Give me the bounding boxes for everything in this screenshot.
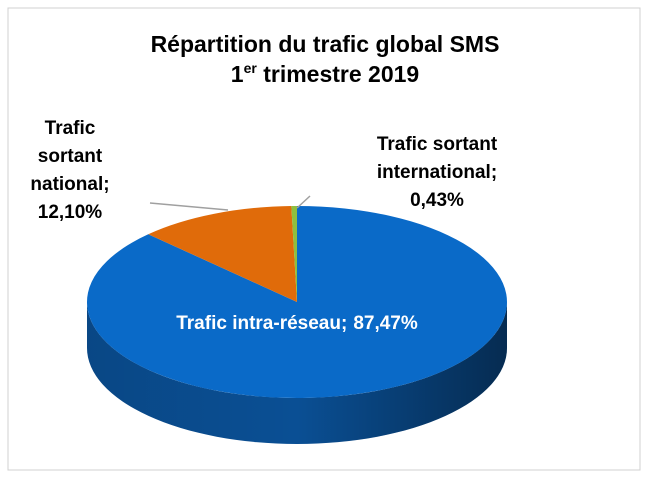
data-label-name: sortant [38, 146, 103, 167]
data-label-name: Trafic sortant [377, 134, 498, 155]
slice [86, 206, 507, 399]
chart-title: Répartition du trafic global SMS [151, 31, 500, 57]
data-label-value: 87,47% [353, 313, 418, 334]
subtitle-part: trimestre 2019 [257, 61, 419, 87]
subtitle-part: 1 [231, 61, 244, 87]
data-label: Trafic intra-réseau; 87,47% [176, 313, 418, 334]
subtitle-superscript: er [244, 60, 258, 76]
chart-subtitle: 1er trimestre 2019 [231, 60, 419, 87]
pie [86, 206, 507, 444]
data-label-value: 0,43% [410, 190, 464, 211]
data-labels: Trafic intra-réseau; 87,47% Trafic sortant n… [30, 118, 497, 334]
data-label-name: international; [377, 162, 497, 183]
leader-line [296, 195, 311, 209]
data-label: Trafic sortant international; 0,43% [377, 134, 498, 211]
data-label-name: national; [30, 174, 109, 195]
slice-side-shade [87, 302, 507, 444]
slice [148, 206, 297, 302]
data-label-name: Trafic [45, 118, 96, 139]
leader-line [149, 202, 229, 211]
slice [291, 206, 297, 302]
data-label-name: Trafic intra-réseau; [176, 313, 347, 334]
data-label-value: 12,10% [38, 202, 103, 223]
data-label: Trafic sortant national; 12,10% [30, 118, 109, 223]
